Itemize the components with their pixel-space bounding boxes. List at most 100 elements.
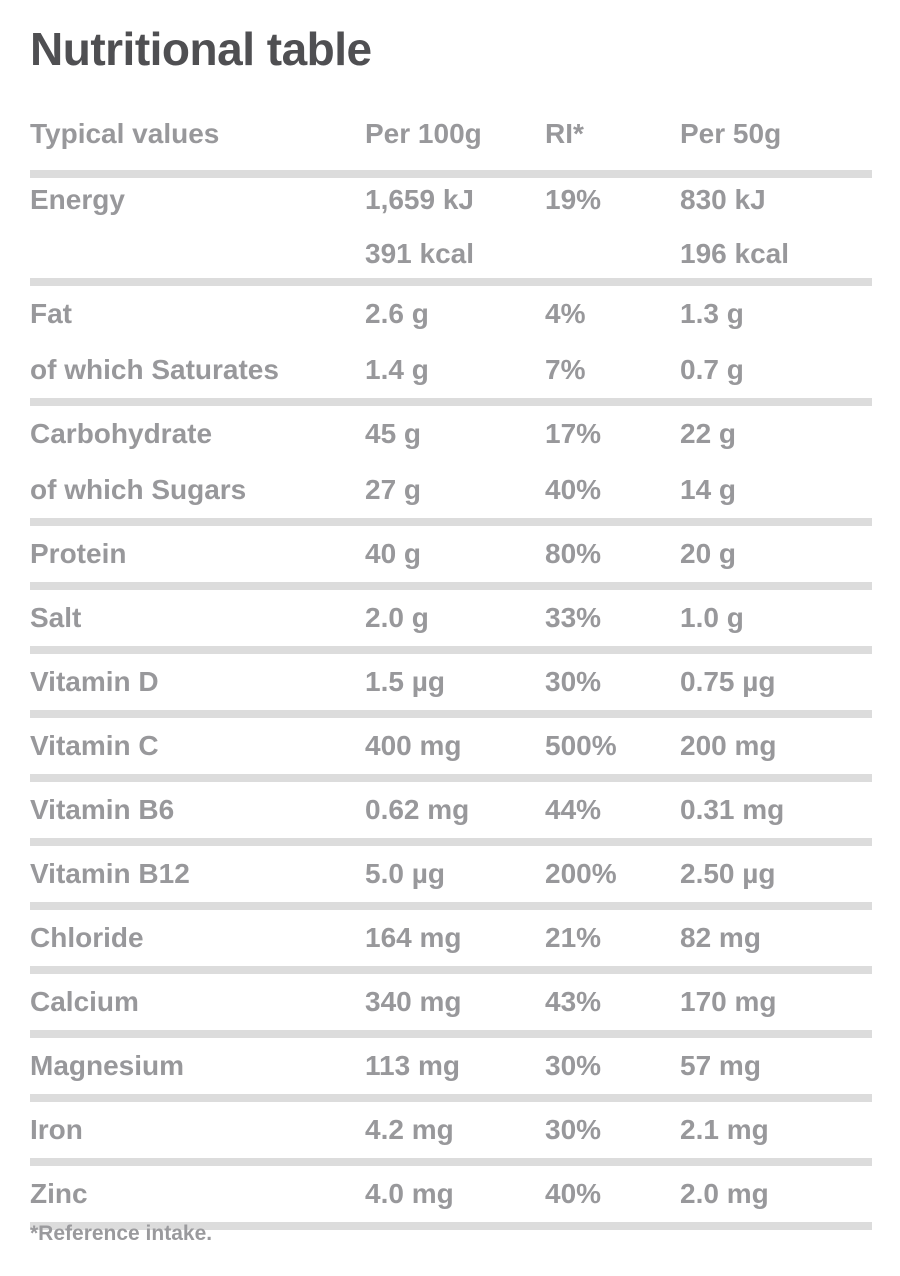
- per-50g-value-text: 0.75 µg: [680, 666, 776, 697]
- row-label-text: Energy: [30, 184, 125, 215]
- per-100g-value: 400 mg: [365, 732, 545, 760]
- table-row: Iron 4.2 mg 30% 2.1 mg: [30, 1102, 872, 1158]
- row-label: of which Sugars: [30, 476, 365, 504]
- per-50g-value: 82 mg: [680, 924, 872, 952]
- per-50g-value: 2.50 µg: [680, 860, 872, 888]
- per-50g-value: 0.7 g: [680, 356, 872, 384]
- row-label-text: Vitamin B6: [30, 794, 175, 825]
- ri-percent-value: 43%: [545, 988, 680, 1016]
- per-100g-value-text: 1,659 kJ: [365, 184, 474, 215]
- row-label-text: Chloride: [30, 922, 144, 953]
- ri-percent-value-text: 33%: [545, 602, 602, 633]
- row-label: Calcium: [30, 988, 365, 1016]
- ri-percent-value: 80%: [545, 540, 680, 568]
- row-label: Chloride: [30, 924, 365, 952]
- per-100g-value-text: 4.0 mg: [365, 1178, 454, 1209]
- row-label: of which Saturates: [30, 356, 365, 384]
- separator-line: [30, 838, 872, 846]
- table-row: of which Saturates 1.4 g 7% 0.7 g: [30, 342, 872, 398]
- per-100g-value-text: 391 kcal: [365, 238, 474, 269]
- per-50g-value: 2.1 mg: [680, 1116, 872, 1144]
- separator-line: [30, 518, 872, 526]
- per-50g-value-text: 830 kJ: [680, 184, 766, 215]
- row-label-text: Vitamin C: [30, 730, 159, 761]
- ri-percent-value-text: 30%: [545, 1114, 602, 1145]
- per-100g-value: 164 mg: [365, 924, 545, 952]
- row-label: Fat: [30, 300, 365, 328]
- per-100g-value-text: 1.4 g: [365, 354, 429, 385]
- row-label-text: Calcium: [30, 986, 139, 1017]
- column-header-per-100g: Per 100g: [365, 118, 482, 149]
- separator-line: [30, 582, 872, 590]
- separator-line: [30, 966, 872, 974]
- per-100g-value-text: 40 g: [365, 538, 422, 569]
- per-50g-value-text: 170 mg: [680, 986, 777, 1017]
- ri-percent-value-text: 30%: [545, 1050, 602, 1081]
- ri-percent-value: 30%: [545, 1116, 680, 1144]
- ri-percent-value: 4%: [545, 300, 680, 328]
- per-50g-value: 200 mg: [680, 732, 872, 760]
- per-100g-value: 4.0 mg: [365, 1180, 545, 1208]
- per-100g-value: 1,659 kJ 391 kcal: [365, 178, 545, 278]
- ri-percent-value-text: 4%: [545, 298, 586, 329]
- per-50g-value: 170 mg: [680, 988, 872, 1016]
- table-row: Vitamin D 1.5 µg 30% 0.75 µg: [30, 654, 872, 710]
- row-label: Vitamin B12: [30, 860, 365, 888]
- per-50g-value-text: 14 g: [680, 474, 737, 505]
- ri-percent-value: 500%: [545, 732, 680, 760]
- separator-line: [30, 902, 872, 910]
- per-50g-value-text: 2.0 mg: [680, 1178, 769, 1209]
- column-header-typical-values: Typical values: [30, 118, 220, 149]
- per-50g-value: 2.0 mg: [680, 1180, 872, 1208]
- ri-percent-value-text: 40%: [545, 1178, 602, 1209]
- ri-percent-value-text: 30%: [545, 666, 602, 697]
- per-100g-value-text: 113 mg: [365, 1050, 460, 1081]
- per-100g-value-text: 2.6 g: [365, 298, 429, 329]
- ri-percent-value: 7%: [545, 356, 680, 384]
- column-header-per-50g: Per 50g: [680, 118, 782, 149]
- per-100g-value-text: 1.5 µg: [365, 666, 445, 697]
- row-label: Vitamin D: [30, 668, 365, 696]
- row-label-text: Zinc: [30, 1178, 88, 1209]
- column-header-ri: RI*: [545, 118, 584, 149]
- ri-percent-value: 200%: [545, 860, 680, 888]
- per-50g-value: 22 g: [680, 420, 872, 448]
- row-label: Vitamin B6: [30, 796, 365, 824]
- table-row: Protein 40 g 80% 20 g: [30, 526, 872, 582]
- row-label-text: Fat: [30, 298, 72, 329]
- row-label-text: Protein: [30, 538, 127, 569]
- ri-percent-value: 30%: [545, 1052, 680, 1080]
- row-label-text: Iron: [30, 1114, 83, 1145]
- table-row: Zinc 4.0 mg 40% 2.0 mg: [30, 1166, 872, 1222]
- table-row: Fat 2.6 g 4% 1.3 g: [30, 286, 872, 342]
- ri-percent-value: 44%: [545, 796, 680, 824]
- separator-line: [30, 398, 872, 406]
- per-50g-value: 1.3 g: [680, 300, 872, 328]
- per-50g-value-text: 0.7 g: [680, 354, 744, 385]
- ri-percent-value-text: 17%: [545, 418, 602, 449]
- separator-line: [30, 1158, 872, 1166]
- per-100g-value-text: 2.0 g: [365, 602, 429, 633]
- nutrition-table: Typical values Per 100g RI* Per 50g Ener…: [30, 108, 872, 1230]
- per-50g-value: 0.31 mg: [680, 796, 872, 824]
- per-50g-value: 830 kJ 196 kcal: [680, 178, 872, 278]
- row-label-text: Vitamin D: [30, 666, 159, 697]
- table-rows: Energy 1,659 kJ 391 kcal 19% 830 kJ 196 kcal F…: [30, 178, 872, 1230]
- ri-percent-value: 19%: [545, 178, 680, 224]
- row-label-text: Salt: [30, 602, 82, 633]
- ri-percent-value: 40%: [545, 476, 680, 504]
- per-100g-value-text: 164 mg: [365, 922, 462, 953]
- table-row: of which Sugars 27 g 40% 14 g: [30, 462, 872, 518]
- per-50g-value-text: 2.1 mg: [680, 1114, 769, 1145]
- separator-line: [30, 170, 872, 178]
- row-label: Salt: [30, 604, 365, 632]
- per-100g-value: 4.2 mg: [365, 1116, 545, 1144]
- separator-line: [30, 1094, 872, 1102]
- table-row: Calcium 340 mg 43% 170 mg: [30, 974, 872, 1030]
- table-row: Energy 1,659 kJ 391 kcal 19% 830 kJ 196 kcal: [30, 178, 872, 278]
- per-50g-value-text: 0.31 mg: [680, 794, 785, 825]
- row-label: Protein: [30, 540, 365, 568]
- table-row: Salt 2.0 g 33% 1.0 g: [30, 590, 872, 646]
- table-row: Magnesium 113 mg 30% 57 mg: [30, 1038, 872, 1094]
